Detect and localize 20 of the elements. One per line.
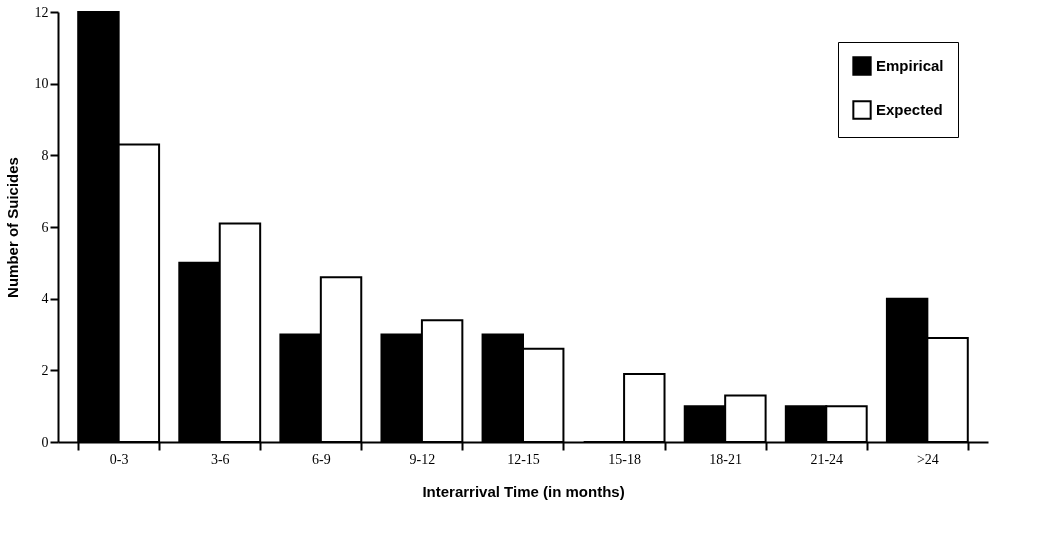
x-tick-label: 6-9 (311, 451, 331, 467)
y-tick-label: 12 (34, 4, 49, 20)
y-tick-label: 10 (34, 76, 49, 92)
x-tick-label: 0-3 (109, 451, 129, 467)
y-tick-label: 0 (41, 434, 49, 450)
x-tick-label: 15-18 (608, 451, 641, 467)
y-tick-label: 6 (41, 219, 49, 235)
x-tick-label: 12-15 (507, 451, 540, 467)
y-tick-label: 4 (41, 291, 49, 307)
x-tick-label: >24 (916, 451, 939, 467)
x-tick-label: 9-12 (409, 451, 436, 467)
y-tick-label: 8 (41, 147, 49, 163)
x-tick-label: 21-24 (810, 451, 844, 467)
legend-label: Empirical (876, 57, 944, 74)
x-tick-label: 3-6 (210, 451, 230, 467)
y-tick-label: 2 (41, 362, 49, 378)
y-axis-title: Number of Suicides (3, 157, 21, 298)
x-axis-title: Interarrival Time (in months) (422, 482, 625, 500)
x-tick-label: 18-21 (709, 451, 743, 467)
legend-label: Expected (876, 101, 943, 118)
